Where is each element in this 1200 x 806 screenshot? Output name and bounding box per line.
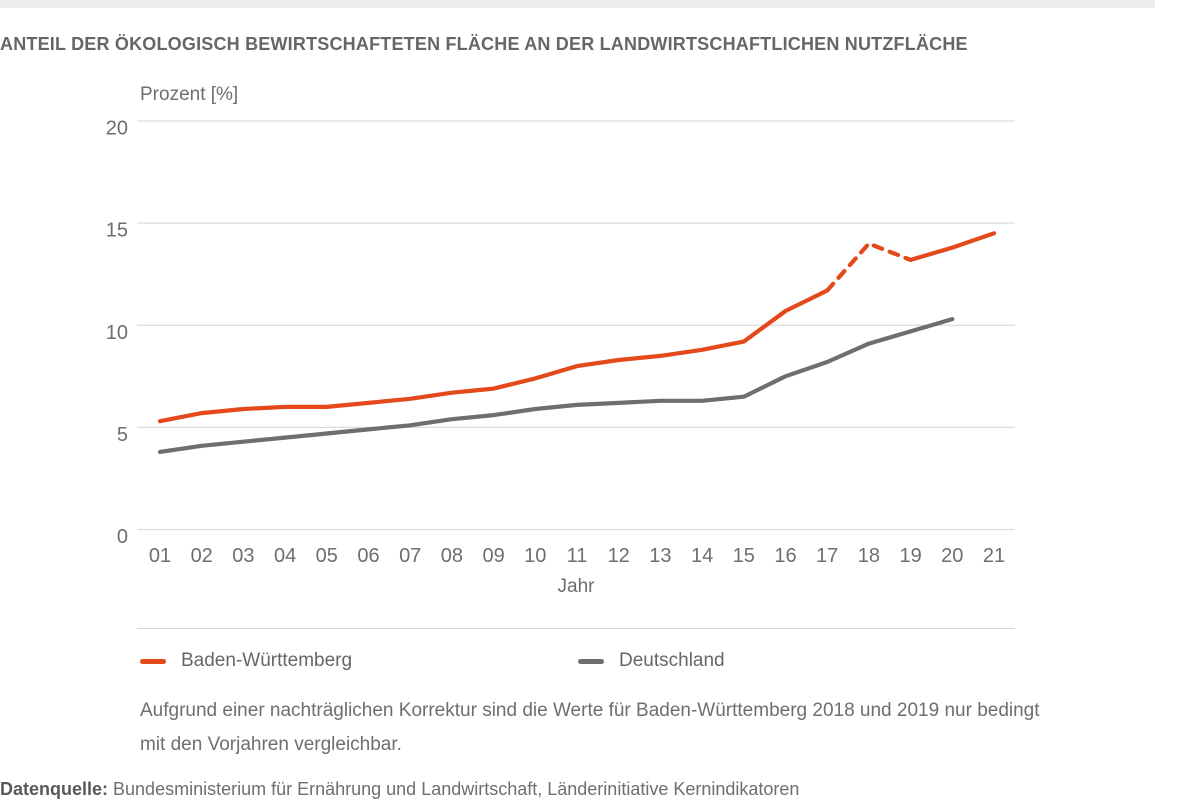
x-tick-label-08: 08 bbox=[441, 545, 463, 567]
legend-swatch-deutschland-icon bbox=[578, 658, 604, 664]
x-tick-label-15: 15 bbox=[733, 545, 755, 567]
legend-divider bbox=[137, 628, 1015, 629]
source-label: Datenquelle: bbox=[0, 779, 109, 799]
y-tick-label-20: 20 bbox=[106, 118, 128, 140]
x-axis-title: Jahr bbox=[557, 576, 595, 597]
legend-item-baden-wuerttemberg: Baden-Württemberg bbox=[140, 648, 352, 674]
x-tick-label-14: 14 bbox=[691, 545, 713, 567]
series-line-deutschland bbox=[157, 317, 955, 454]
source-line: Datenquelle: Bundesministerium für Ernäh… bbox=[0, 779, 799, 800]
x-tick-label-21: 21 bbox=[983, 545, 1005, 567]
y-tick-label-5: 5 bbox=[117, 424, 128, 446]
x-tick-label-16: 16 bbox=[774, 545, 796, 567]
series-line-baden-w-rttemberg-solid-2 bbox=[908, 231, 997, 262]
x-tick-label-19: 19 bbox=[899, 545, 921, 567]
x-tick-label-04: 04 bbox=[274, 545, 296, 567]
x-tick-label-10: 10 bbox=[524, 545, 546, 567]
legend-swatch-baden-wuerttemberg-icon bbox=[140, 658, 166, 664]
top-divider-bar bbox=[0, 0, 1155, 8]
y-tick-label-0: 0 bbox=[117, 526, 128, 548]
legend-item-deutschland: Deutschland bbox=[578, 648, 725, 674]
footnote: Aufgrund einer nachträglichen Korrektur … bbox=[140, 700, 1040, 755]
page-title: ANTEIL DER ÖKOLOGISCH BEWIRTSCHAFTETEN F… bbox=[0, 34, 968, 54]
x-tick-label-01: 01 bbox=[149, 545, 171, 567]
legend-label-baden-wuerttemberg: Baden-Württemberg bbox=[181, 650, 353, 671]
source-text: Bundesministerium für Ernährung und Land… bbox=[108, 779, 800, 799]
x-tick-label-12: 12 bbox=[608, 545, 630, 567]
x-tick-label-03: 03 bbox=[232, 545, 254, 567]
y-tick-label-10: 10 bbox=[106, 322, 128, 344]
legend-label-deutschland: Deutschland bbox=[619, 650, 725, 671]
y-axis-title: Prozent [%] bbox=[140, 84, 239, 105]
x-tick-label-20: 20 bbox=[941, 545, 963, 567]
y-tick-label-15: 15 bbox=[106, 220, 128, 242]
x-tick-label-05: 05 bbox=[316, 545, 338, 567]
series-line-baden-w-rttemberg-dashed bbox=[825, 241, 913, 293]
x-tick-label-18: 18 bbox=[858, 545, 880, 567]
x-tick-label-06: 06 bbox=[357, 545, 379, 567]
series-line-baden-w-rttemberg-solid-1 bbox=[157, 288, 830, 424]
x-tick-label-02: 02 bbox=[191, 545, 213, 567]
x-tick-label-09: 09 bbox=[482, 545, 504, 567]
x-tick-label-11: 11 bbox=[567, 545, 588, 567]
x-tick-label-07: 07 bbox=[399, 545, 421, 567]
x-tick-label-17: 17 bbox=[816, 545, 838, 567]
x-tick-label-13: 13 bbox=[649, 545, 671, 567]
